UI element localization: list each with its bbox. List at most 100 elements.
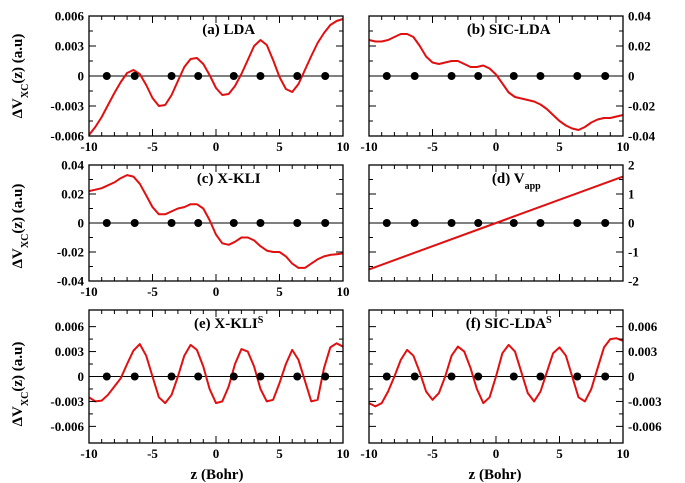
- x-tick-label: 0: [213, 284, 220, 299]
- atom-marker: [321, 219, 330, 227]
- atom-marker: [410, 219, 419, 227]
- y-tick-label: -2: [628, 274, 639, 289]
- atom-marker: [382, 219, 391, 227]
- atom-marker: [194, 72, 203, 80]
- y-tick-label: -0.006: [50, 419, 84, 434]
- y-tick-label: -0.04: [628, 129, 656, 144]
- atom-marker: [194, 372, 203, 381]
- panel-label: (a) LDA: [202, 22, 255, 38]
- panel-label-text: (d) V: [492, 171, 525, 187]
- panel-label-text: (f) SIC-LDA: [466, 316, 547, 332]
- atom-marker: [509, 72, 518, 80]
- y-tick-label: -0.02: [57, 245, 84, 260]
- x-tick-label: 5: [276, 139, 283, 154]
- atom-marker: [447, 219, 456, 227]
- atom-marker: [102, 219, 111, 227]
- x-tick-label: 0: [213, 446, 220, 461]
- x-axis-title-right: z (Bohr): [469, 467, 522, 483]
- atom-marker: [293, 372, 302, 381]
- x-tick-label: -10: [360, 446, 377, 461]
- panel-label-text: (e) X-KLI: [194, 316, 258, 332]
- data-curve: [368, 175, 624, 271]
- y-tick-label: 0.04: [61, 158, 84, 173]
- atom-marker: [474, 372, 483, 381]
- y-tick-label: -0.006: [50, 129, 84, 144]
- panel-label: (b) SIC-LDA: [467, 22, 551, 38]
- panel-1: -10 -5 0 5 10 -0.006 -0.003 0 0.003 0.006 (a) LDA: [50, 9, 349, 155]
- atom-marker: [447, 372, 456, 381]
- atom-marker: [256, 219, 265, 227]
- panel-label-superscript: S: [546, 315, 552, 326]
- atom-marker: [536, 372, 545, 381]
- atom-marker: [410, 372, 419, 381]
- atom-marker: [573, 372, 582, 381]
- y-tick-label: 0.003: [628, 344, 658, 359]
- x-tick-label: -5: [147, 139, 158, 154]
- atom-marker: [601, 372, 610, 381]
- y-tick-label: -1: [628, 245, 639, 260]
- x-tick-label: 10: [337, 446, 350, 461]
- y-axis-title-suffix: (z) (a.u): [10, 342, 26, 392]
- x-axis-title-left: z (Bohr): [191, 467, 244, 483]
- y-tick-label: 0: [78, 69, 85, 84]
- atom-marker: [601, 219, 610, 227]
- atom-marker: [509, 372, 518, 381]
- y-tick-label: 0: [78, 216, 85, 231]
- y-tick-label: 2: [628, 158, 635, 173]
- y-axis-title-sub: XC: [20, 392, 31, 406]
- y-tick-label: 0.006: [55, 9, 85, 24]
- atom-marker: [167, 219, 176, 227]
- panel-label: (c) X-KLI: [197, 171, 261, 187]
- y-axis-title-main: ΔV: [10, 248, 26, 268]
- data-curve: [88, 174, 344, 269]
- atom-marker: [509, 219, 518, 227]
- panel-label-text: (b) SIC-LDA: [467, 22, 551, 38]
- x-tick-label: 0: [493, 446, 500, 461]
- y-tick-label: -0.003: [50, 99, 84, 114]
- y-axis-title-suffix: (z) (a.u): [10, 184, 26, 234]
- y-tick-label: -0.003: [50, 394, 84, 409]
- panel-label: (e) X-KLIS: [194, 315, 264, 333]
- y-tick-label: 0.04: [628, 9, 651, 24]
- atom-marker: [382, 372, 391, 381]
- atom-marker: [474, 219, 483, 227]
- y-tick-label: 0: [628, 69, 635, 84]
- y-tick-label: 0: [628, 369, 635, 384]
- y-axis-title-sub: XC: [20, 234, 31, 248]
- x-tick-label: -5: [427, 446, 438, 461]
- x-tick-label: -10: [80, 284, 97, 299]
- x-tick-label: -10: [360, 139, 377, 154]
- y-tick-label: -0.003: [628, 394, 662, 409]
- y-tick-label: 0.006: [55, 319, 85, 334]
- x-tick-label: 10: [337, 139, 350, 154]
- y-tick-label: -0.04: [57, 274, 85, 289]
- data-curve: [368, 33, 624, 131]
- atom-marker: [229, 372, 238, 381]
- atom-marker: [293, 72, 302, 80]
- panel-label: (f) SIC-LDAS: [466, 315, 552, 333]
- panel-3: -10 -5 0 5 10 -0.04 -0.02 0 0.02 0.04 (c) X-KLI: [57, 158, 350, 300]
- y-tick-label: 0.003: [55, 39, 85, 54]
- atom-marker: [130, 72, 139, 80]
- data-curve: [368, 337, 624, 408]
- x-tick-label: -5: [427, 139, 438, 154]
- y-tick-label: -0.006: [628, 419, 662, 434]
- atom-marker: [410, 72, 419, 80]
- panel-5: -10 -5 0 5 10 -0.006 -0.003 0 0.003 0.006 (e) X-KL…: [50, 309, 350, 461]
- y-tick-label: 0.003: [55, 344, 85, 359]
- atom-marker: [130, 372, 139, 381]
- atom-marker: [573, 72, 582, 80]
- atom-marker: [194, 219, 203, 227]
- data-curve: [88, 18, 344, 136]
- x-tick-label: 5: [556, 446, 563, 461]
- atom-marker: [536, 219, 545, 227]
- atom-marker: [167, 372, 176, 381]
- x-tick-label: -10: [80, 446, 97, 461]
- y-axis-title-row1: ΔVXC(z) (a.u): [10, 34, 31, 119]
- x-tick-label: 5: [556, 139, 563, 154]
- panel-label-subscript: app: [525, 181, 542, 192]
- panel-4: -2 -1 0 1 2 (d) Vapp: [368, 158, 639, 289]
- panel-label: (d) Vapp: [492, 171, 541, 192]
